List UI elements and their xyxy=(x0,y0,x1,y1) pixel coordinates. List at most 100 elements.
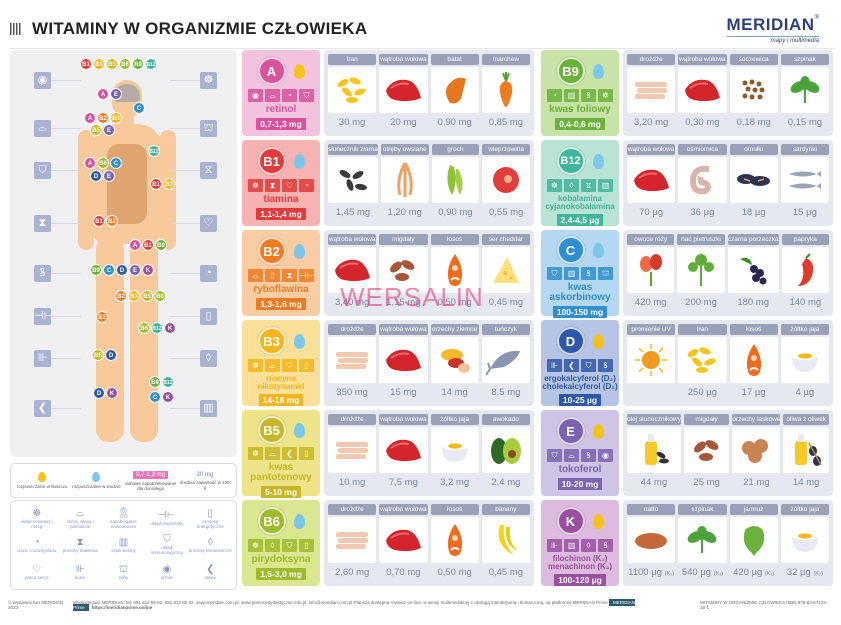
food-item[interactable]: drożdże 2,60 mg xyxy=(328,504,377,582)
food-item[interactable]: banany 0,45 mg xyxy=(481,504,530,582)
food-item[interactable]: szpinak 0,15 mg xyxy=(780,54,829,132)
food-item[interactable]: olej słonecznikowy 44 mg xyxy=(627,414,681,492)
vitamin-bubble-b6[interactable]: B6 xyxy=(97,157,109,169)
vitamin-bubble-b12[interactable]: B12 xyxy=(145,58,157,70)
food-item[interactable]: otręby owsiane 1,20 mg xyxy=(380,144,429,222)
food-item[interactable]: omułki 18 µg xyxy=(729,144,778,222)
food-item[interactable]: ośmiornica 36 µg xyxy=(678,144,727,222)
vitamin-bubble-k[interactable]: K xyxy=(142,264,154,276)
vitamin-bubble-b5[interactable]: B5 xyxy=(106,58,118,70)
vitamin-card-d[interactable]: D ⊪ ❮ ⛉ ꝸ ergokalcyferol (D₂) cholekalcyferol… xyxy=(541,320,619,406)
vitamin-bubble-b9[interactable]: B9 xyxy=(155,239,167,251)
vitamin-bubble-a[interactable]: A xyxy=(129,239,141,251)
food-item[interactable]: wątroba wołowa 20 mg xyxy=(379,54,428,132)
vitamin-card-b9[interactable]: B9 ◔ ▥ ꝸ ☸ kwas foliowy 0,4-0,6 mg xyxy=(541,50,619,136)
vitamin-bubble-b1[interactable]: B1 xyxy=(80,58,92,70)
food-item[interactable]: ser cheddar 0,45 mg xyxy=(481,234,530,312)
vitamin-bubble-b6[interactable]: B6 xyxy=(154,290,166,302)
vitamin-bubble-b3[interactable]: B3 xyxy=(128,290,140,302)
vitamin-bubble-b12[interactable]: B12 xyxy=(162,376,174,388)
food-item[interactable]: marchew 0,85 mg xyxy=(481,54,530,132)
food-item[interactable]: tuńczyk 8,5 mg xyxy=(481,324,530,402)
vitamin-bubble-b1[interactable]: B1 xyxy=(150,178,162,190)
vitamin-bubble-b3[interactable]: B3 xyxy=(93,58,105,70)
vitamin-bubble-d[interactable]: D xyxy=(93,387,105,399)
vitamin-bubble-e[interactable]: E xyxy=(103,124,115,136)
vitamin-bubble-k[interactable]: K xyxy=(106,387,118,399)
food-item[interactable]: żółtko jaja 32 µg (K₂) xyxy=(780,504,829,582)
food-item[interactable]: sardynki 15 µg xyxy=(780,144,829,222)
food-item[interactable]: drożdże 10 mg xyxy=(328,414,377,492)
food-item[interactable]: awokado 2,4 mg xyxy=(481,414,530,492)
food-item[interactable]: oliwa z oliwek 14 mg xyxy=(783,414,829,492)
vitamin-bubble-c[interactable]: C xyxy=(110,157,122,169)
food-item[interactable]: batat 0,90 mg xyxy=(430,54,479,132)
vitamin-bubble-b3[interactable]: B3 xyxy=(110,112,122,124)
vitamin-bubble-c[interactable]: C xyxy=(133,102,145,114)
food-item[interactable]: orzechy ziemne 14 mg xyxy=(430,324,479,402)
vitamin-card-c[interactable]: C ⛉ ▥ ꝸ ⛫ kwas askorbinowy 100-150 mg xyxy=(541,230,619,318)
vitamin-bubble-b9[interactable]: B9 xyxy=(149,376,161,388)
food-item[interactable]: orzechy laskowe 21 mg xyxy=(732,414,781,492)
vitamin-bubble-b6[interactable]: B6 xyxy=(138,322,150,334)
vitamin-bubble-b5[interactable]: B5 xyxy=(90,124,102,136)
vitamin-bubble-a[interactable]: A xyxy=(84,157,96,169)
vitamin-bubble-e[interactable]: E xyxy=(103,170,115,182)
food-item[interactable]: papryka 140 mg xyxy=(781,234,829,312)
vitamin-bubble-b2[interactable]: B2 xyxy=(115,290,127,302)
food-item[interactable]: łosoś 0,50 mg xyxy=(430,234,479,312)
vitamin-bubble-d[interactable]: D xyxy=(90,170,102,182)
vitamin-bubble-a[interactable]: A xyxy=(97,88,109,100)
food-item[interactable]: tran 250 µg xyxy=(678,324,727,402)
food-item[interactable]: wątroba wołowa 3,40 mg xyxy=(328,234,377,312)
vitamin-bubble-b1[interactable]: B1 xyxy=(142,239,154,251)
vitamin-bubble-c[interactable]: C xyxy=(103,264,115,276)
vitamin-card-b6[interactable]: B6 ☸ ◊ ⛉ ▯ pirydoksyna 1,5-3,0 mg xyxy=(242,500,320,586)
vitamin-card-k[interactable]: K ⊪ ▥ ◊ ꝸ filochinon (K₁) menachinon (K₂) 100-… xyxy=(541,500,619,586)
food-item[interactable]: wątroba wołowa 15 mg xyxy=(379,324,428,402)
food-item[interactable]: migdały 1,15 mg xyxy=(379,234,428,312)
food-item[interactable]: wątroba wołowa 0,70 mg xyxy=(379,504,428,582)
vitamin-bubble-b2[interactable]: B2 xyxy=(96,311,108,323)
food-item[interactable]: groch 0,90 mg xyxy=(431,144,480,222)
food-item[interactable]: promienie UV xyxy=(627,324,676,402)
vitamin-bubble-b5[interactable]: B5 xyxy=(141,290,153,302)
food-item[interactable]: słonecznik ziarna 1,45 mg xyxy=(328,144,378,222)
vitamin-bubble-b12[interactable]: B12 xyxy=(148,145,160,157)
food-item[interactable]: szpinak 540 µg (K₁) xyxy=(678,504,727,582)
food-item[interactable]: wątroba wołowa 7,5 mg xyxy=(379,414,428,492)
vitamin-bubble-b5[interactable]: B5 xyxy=(92,349,104,361)
vitamin-bubble-b12[interactable]: B12 xyxy=(151,322,163,334)
food-item[interactable]: drożdże 3,20 mg xyxy=(627,54,676,132)
vitamin-bubble-e[interactable]: E xyxy=(110,88,122,100)
vitamin-card-e[interactable]: E ⛉ ⌓ ꝸ ◉ tokoferol 10-20 mg xyxy=(541,410,619,496)
vitamin-bubble-b2[interactable]: B2 xyxy=(97,112,109,124)
food-item[interactable]: łosoś 17 µg xyxy=(729,324,778,402)
vitamin-card-b1[interactable]: B1 ☸ ⧗ ♡ ◔ tiamina 1,1-1,4 mg xyxy=(242,140,320,226)
food-item[interactable]: wieprzowina 0,55 mg xyxy=(482,144,531,222)
vitamin-bubble-b2[interactable]: B2 xyxy=(106,215,118,227)
vitamin-bubble-a[interactable]: A xyxy=(84,112,96,124)
food-item[interactable]: nać pietruszki 200 mg xyxy=(677,234,725,312)
vitamin-bubble-b9[interactable]: B9 xyxy=(132,58,144,70)
vitamin-bubble-b9[interactable]: B9 xyxy=(90,264,102,276)
food-item[interactable]: drożdże 350 mg xyxy=(328,324,377,402)
vitamin-bubble-d[interactable]: D xyxy=(116,264,128,276)
prime-link[interactable]: https://meridianprime.online xyxy=(91,605,153,610)
vitamin-bubble-e[interactable]: E xyxy=(129,264,141,276)
vitamin-card-a[interactable]: A ◉ ⌓ ◔ ⛉ retinol 0,7-1,3 mg xyxy=(242,50,320,136)
food-item[interactable]: jarmuż 420 µg (K₁) xyxy=(729,504,778,582)
food-item[interactable]: wątroba wołowa 0,30 mg xyxy=(678,54,727,132)
food-item[interactable]: migdały 25 mg xyxy=(683,414,730,492)
food-item[interactable]: wątroba wołowa 70 µg xyxy=(627,144,676,222)
food-item[interactable]: owoce róży 420 mg xyxy=(627,234,675,312)
vitamin-card-b5[interactable]: B5 ☸ ⌓ ❮ ▯ kwas pantotenowy 5-10 mg xyxy=(242,410,320,498)
vitamin-card-b3[interactable]: B3 ☸ ⌓ ♡ ▯ niacyna nikotynamid 14-18 mg xyxy=(242,320,320,406)
vitamin-card-b2[interactable]: B2 ⌓ ▯ ⧗ ⊣⊢ ryboflawina 1,3-1,6 mg xyxy=(242,230,320,316)
food-item[interactable]: tran 30 mg xyxy=(328,54,377,132)
vitamin-bubble-k[interactable]: K xyxy=(162,391,174,403)
vitamin-bubble-b1[interactable]: B1 xyxy=(93,215,105,227)
vitamin-bubble-k[interactable]: K xyxy=(164,322,176,334)
food-item[interactable]: soczewica 0,18 mg xyxy=(729,54,778,132)
vitamin-card-b12[interactable]: B12 ☸ ◊ ⧖ ▥ kobalamina cyjanokobalamina 2,4-4,… xyxy=(541,140,619,226)
